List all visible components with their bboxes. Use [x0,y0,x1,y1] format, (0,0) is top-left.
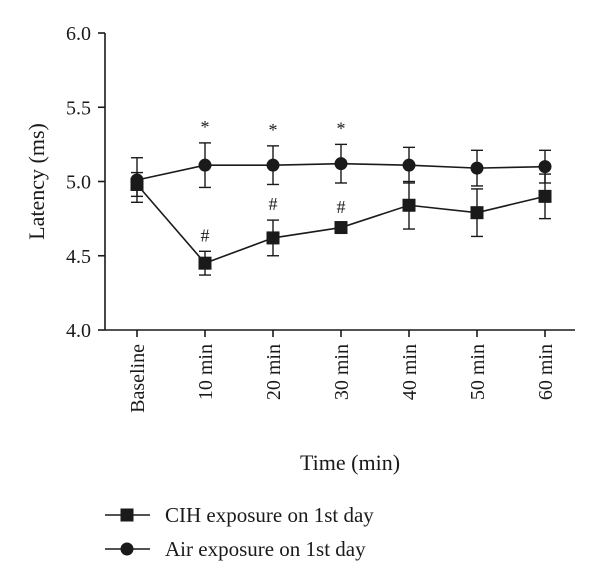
y-ticks: 4.0 4.5 5.0 5.5 6.0 [66,23,105,342]
legend-item: CIH exposure on 1st day [105,503,374,527]
series-layer: # # # * * * [130,117,552,276]
x-tick-label: 10 min [195,344,217,400]
data-point [266,158,280,172]
legend: CIH exposure on 1st day Air exposure on 1… [105,503,374,561]
significance-mark: # [337,197,346,217]
data-point [538,160,552,174]
y-tick-label: 5.5 [66,97,91,119]
data-point [334,157,348,171]
x-ticks: Baseline 10 min 20 min 30 min 40 min 50 min 60… [127,330,557,413]
x-tick-label: Baseline [127,344,149,413]
legend-circle-marker [120,542,134,556]
y-tick-label: 4.5 [66,246,91,268]
y-tick-label: 4.0 [66,320,91,342]
significance-mark: # [269,194,278,214]
data-point [470,161,484,175]
data-point [198,256,212,270]
legend-item: Air exposure on 1st day [105,537,366,561]
x-tick-label: 40 min [399,344,421,400]
data-point [402,158,416,172]
x-tick-label: 30 min [331,344,353,400]
significance-mark: * [201,117,210,137]
axes [104,33,575,331]
x-tick-label: 60 min [535,344,557,400]
data-point [538,189,552,203]
data-point [130,173,144,187]
significance-mark: * [269,120,278,140]
y-tick-label: 5.0 [66,172,91,194]
y-tick-label: 6.0 [66,23,91,45]
data-point [266,231,280,245]
significance-mark: * [337,118,346,138]
x-tick-label: 20 min [263,344,285,400]
data-point [334,221,348,235]
y-axis-title: Latency (ms) [24,123,49,240]
series-cih: # # # [130,171,552,276]
legend-square-marker [120,508,134,522]
legend-label: CIH exposure on 1st day [165,503,374,527]
series-air: * * * [130,117,552,203]
data-point [470,206,484,220]
legend-label: Air exposure on 1st day [165,537,366,561]
x-axis-title: Time (min) [300,450,400,475]
x-tick-label: 50 min [467,344,489,400]
significance-mark: # [201,225,210,245]
data-point [198,158,212,172]
data-point [402,198,416,212]
